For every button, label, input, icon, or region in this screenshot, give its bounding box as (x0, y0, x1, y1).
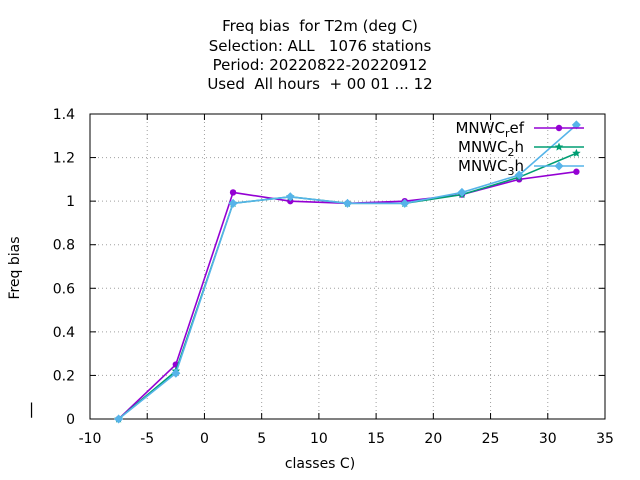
x-tick-label: 15 (367, 431, 385, 447)
legend-marker-2 (554, 142, 564, 151)
y-tick-label: 1.2 (53, 151, 75, 167)
legend-label-1: MNWCref (455, 119, 524, 140)
stray-tick-mark: | (29, 400, 35, 418)
legend-label-2: MNWC2h (458, 138, 524, 159)
legend-label-3: MNWC3h (458, 157, 524, 178)
data-point-series-3 (571, 120, 581, 130)
x-tick-label: -5 (140, 431, 154, 447)
chart-title-line-3: Period: 20220822-20220912 (212, 56, 428, 74)
y-tick-label: 1.4 (53, 107, 75, 123)
data-point-series-1 (573, 168, 580, 175)
data-point-series-3 (400, 198, 410, 208)
chart-title-line-1: Freq bias for T2m (deg C) (222, 17, 418, 35)
legend-marker-3 (554, 161, 564, 171)
data-point-series-3 (171, 368, 181, 378)
data-point-series-2 (572, 148, 581, 157)
x-tick-label: 0 (200, 431, 209, 447)
plot-border (89, 113, 606, 420)
series-line-1 (118, 170, 577, 420)
y-tick-label: 0.4 (53, 325, 75, 341)
x-tick-label: 25 (482, 431, 500, 447)
x-tick-label: 35 (596, 431, 614, 447)
data-point-series-3 (285, 192, 295, 202)
x-tick-label: 30 (539, 431, 557, 447)
x-tick-label: 10 (310, 431, 328, 447)
x-axis-label: classes C) (284, 456, 356, 472)
data-point-series-3 (514, 170, 524, 180)
data-point-series-3 (114, 414, 124, 424)
x-tick-label: 20 (424, 431, 442, 447)
x-tick-label: -10 (79, 431, 102, 447)
y-tick-label: 0 (66, 412, 75, 428)
data-point-series-3 (228, 198, 238, 208)
chart-title-line-2: Selection: ALL 1076 stations (208, 37, 432, 55)
chart-title-line-4: Used All hours + 00 01 ... 12 (207, 75, 433, 93)
x-tick-label: 5 (257, 431, 266, 447)
series-line-2 (118, 152, 577, 420)
y-tick-label: 0.2 (53, 368, 75, 384)
legend-marker-1 (555, 124, 563, 132)
y-tick-label: 1 (66, 194, 75, 210)
y-tick-label: 0.8 (53, 238, 75, 254)
data-point-series-3 (457, 187, 467, 197)
data-point-series-3 (343, 198, 352, 208)
data-point-series-1 (229, 189, 237, 196)
y-tick-label: 0.6 (53, 281, 75, 297)
